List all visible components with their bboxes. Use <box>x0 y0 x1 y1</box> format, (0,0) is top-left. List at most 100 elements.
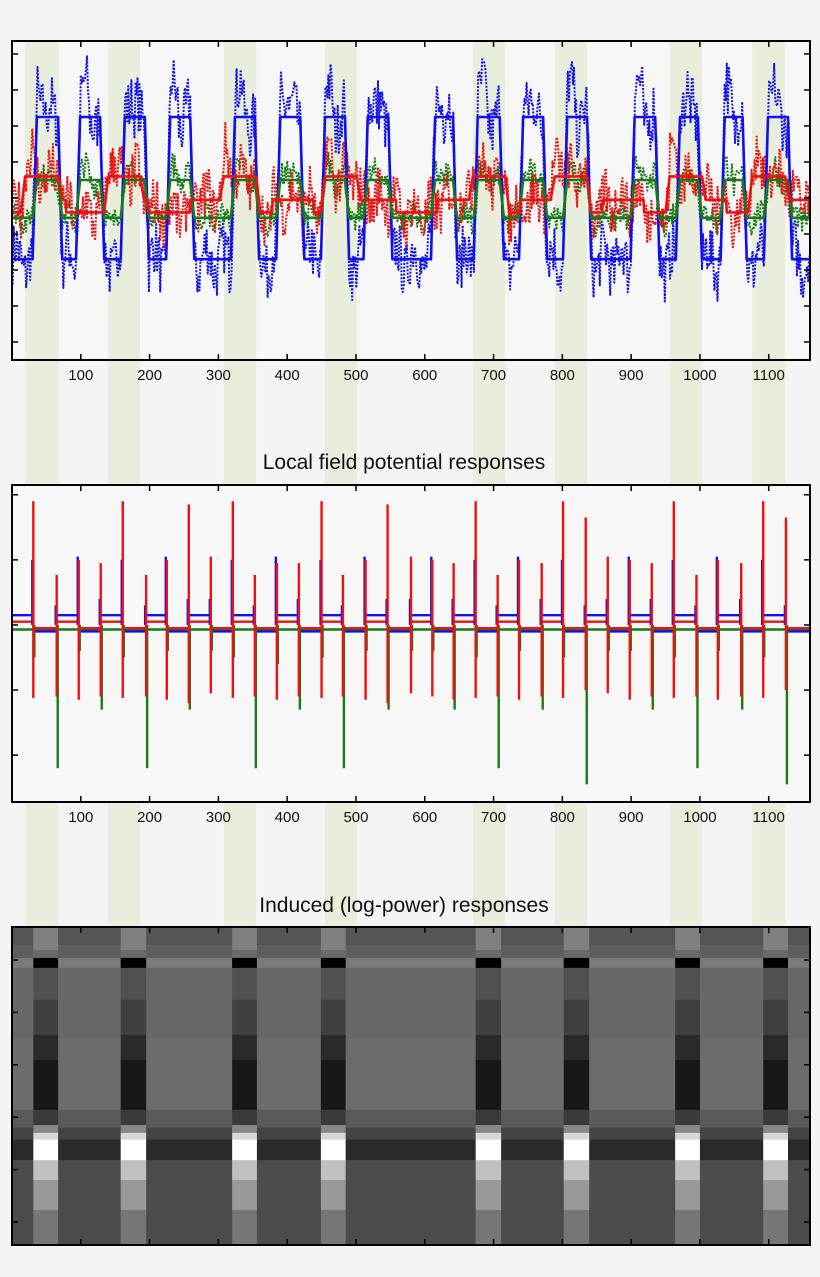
heatmap-baseline-row <box>12 927 810 946</box>
heatmap-active-cell <box>675 1180 700 1211</box>
heatmap-active-cell <box>763 950 788 959</box>
heatmap-active-cell <box>33 957 59 969</box>
heatmap-active-cell <box>563 1132 590 1141</box>
heatmap-active-cell <box>120 1034 147 1061</box>
heatmap-active-cell <box>675 1139 700 1161</box>
heatmap-active-cell <box>763 1180 788 1211</box>
x-tick-label: 900 <box>619 809 644 826</box>
axes-frame <box>11 926 811 1246</box>
x-tick-label: 1100 <box>753 367 785 384</box>
heatmap-active-cell <box>320 1160 346 1181</box>
x-tick-label: 300 <box>206 367 231 384</box>
heatmap-active-cell <box>563 1034 590 1061</box>
heatmap-active-cell <box>563 1180 590 1211</box>
heatmap-active-cell <box>320 1125 346 1134</box>
heatmap-active-cell <box>232 1132 257 1141</box>
heatmap-active-cell <box>320 950 346 959</box>
heatmap-active-cell <box>563 950 590 959</box>
heatmap-active-cell <box>563 1209 590 1246</box>
heatmap-active-cell <box>563 1160 590 1181</box>
heatmap-active-cell <box>320 1209 346 1246</box>
heatmap-active-cell <box>232 1125 257 1134</box>
heatmap-baseline-row <box>12 1139 810 1161</box>
heatmap-active-cell <box>120 967 147 1001</box>
heatmap-active-cell <box>232 1060 257 1111</box>
axes-0: 100 200 300 400 500 600 700 800 900 1000 1100 <box>11 40 811 384</box>
heatmap-active-cell <box>120 1125 147 1134</box>
heatmap-active-cell <box>475 1034 502 1061</box>
heatmap-active-cell <box>675 950 700 959</box>
axes-1: 100 200 300 400 500 600 700 800 900 1000 1100 <box>11 484 811 826</box>
heatmap-active-cell <box>33 927 59 951</box>
x-tick-label: 600 <box>412 809 437 826</box>
heatmap-active-cell <box>232 1034 257 1061</box>
heatmap-active-cell <box>675 1034 700 1061</box>
heatmap-active-cell <box>120 927 147 951</box>
heatmap-active-cell <box>763 1132 788 1141</box>
x-tick-label: 100 <box>68 367 93 384</box>
heatmap-active-cell <box>563 1139 590 1161</box>
heatmap-active-cell <box>320 1109 346 1126</box>
green-solid-series <box>12 178 811 220</box>
heatmap-active-cell <box>763 1160 788 1181</box>
axes-frame <box>11 40 811 361</box>
heatmap-active-cell <box>33 1034 59 1061</box>
heatmap-active-cell <box>763 1034 788 1061</box>
x-tick-label: 200 <box>137 367 162 384</box>
heatmap-active-cell <box>475 1132 502 1141</box>
heatmap-active-cell <box>232 999 257 1036</box>
heatmap-baseline-row <box>12 944 810 959</box>
heatmap-active-cell <box>120 1160 147 1181</box>
heatmap-active-cell <box>763 927 788 951</box>
heatmap-active-cell <box>763 1209 788 1246</box>
x-tick-label: 400 <box>275 809 300 826</box>
heatmap-active-cell <box>33 1132 59 1141</box>
heatmap-active-cell <box>563 1060 590 1111</box>
heatmap-active-cell <box>475 1209 502 1246</box>
heatmap-active-cell <box>232 1209 257 1246</box>
heatmap-active-cell <box>563 957 590 969</box>
heatmap-active-cell <box>563 927 590 951</box>
heatmap-active-cell <box>475 999 502 1036</box>
heatmap-active-cell <box>763 1139 788 1161</box>
heatmap-active-cell <box>763 1125 788 1134</box>
heatmap-active-cell <box>33 1160 59 1181</box>
heatmap-active-cell <box>33 1125 59 1134</box>
heatmap-active-cell <box>563 1109 590 1126</box>
lfp-series <box>12 501 810 785</box>
heatmap-active-cell <box>475 957 502 969</box>
heatmap-active-cell <box>120 999 147 1036</box>
heatmap-active-cell <box>675 927 700 951</box>
heatmap-active-cell <box>33 1139 59 1161</box>
heatmap-active-cell <box>320 927 346 951</box>
x-tick-label: 700 <box>481 367 506 384</box>
heatmap-active-cell <box>563 1125 590 1134</box>
heatmap-active-cell <box>320 957 346 969</box>
chart-title-induced: Induced (log-power) responses <box>259 894 549 917</box>
heatmap-active-cell <box>33 999 59 1036</box>
heatmap-active-cell <box>675 1109 700 1126</box>
heatmap-active-cell <box>320 1139 346 1161</box>
heatmap-active-cell <box>232 967 257 1001</box>
heatmap-active-cell <box>320 1132 346 1141</box>
heatmap-active-cell <box>475 967 502 1001</box>
x-tick-label: 200 <box>137 809 162 826</box>
heatmap-active-cell <box>475 1109 502 1126</box>
heatmap-active-cell <box>475 1160 502 1181</box>
heatmap-active-cell <box>232 950 257 959</box>
heatmap-active-cell <box>675 967 700 1001</box>
x-tick-label: 100 <box>68 809 93 826</box>
heatmap-active-cell <box>232 1139 257 1161</box>
x-tick-label: 400 <box>275 367 300 384</box>
heatmap-active-cell <box>33 967 59 1001</box>
heatmap-active-cell <box>232 1160 257 1181</box>
heatmap-active-cell <box>120 1209 147 1246</box>
heatmap-active-cell <box>563 967 590 1001</box>
x-tick-label: 1100 <box>753 809 785 826</box>
heatmap-active-cell <box>33 1180 59 1211</box>
heatmap-active-cell <box>33 1060 59 1111</box>
heatmap-baseline-row <box>12 957 810 969</box>
x-tick-label: 800 <box>550 367 575 384</box>
heatmap-active-cell <box>33 1209 59 1246</box>
heatmap-active-cell <box>763 999 788 1036</box>
